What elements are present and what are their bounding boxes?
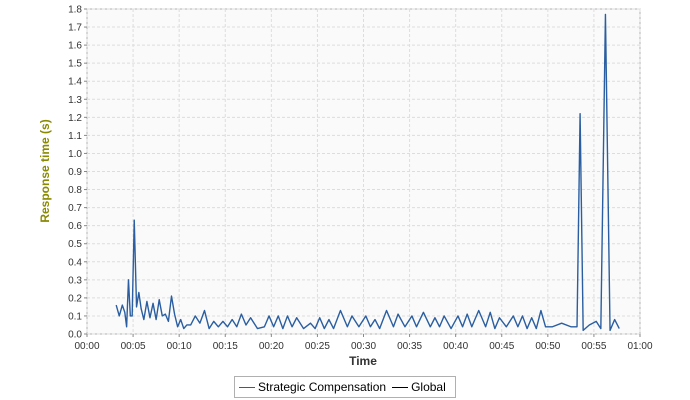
x-tick-label: 00:25 [305, 341, 330, 352]
y-tick-label: 1.1 [68, 131, 82, 142]
y-tick-label: 0.4 [68, 257, 82, 268]
x-tick-label: 00:30 [351, 341, 376, 352]
legend-label: Global [411, 380, 446, 394]
legend: Strategic Compensation Global [234, 376, 456, 398]
series-lines [115, 13, 620, 332]
legend-swatch [392, 386, 409, 388]
legend-item-strategic-compensation: Strategic Compensation [239, 380, 386, 394]
y-tick-label: 1.0 [68, 149, 82, 160]
x-axis-label: Time [349, 354, 377, 368]
x-tick-label: 01:00 [627, 341, 652, 352]
x-tick-label: 00:50 [535, 341, 560, 352]
y-axis-label: Response time (s) [38, 119, 52, 222]
x-tick-label: 00:00 [74, 341, 99, 352]
y-tick-label: 1.2 [68, 113, 82, 124]
x-tick-label: 00:55 [581, 341, 606, 352]
y-tick-label: 0.6 [68, 221, 82, 232]
y-axis-ticks: 0.0 0.1 0.2 0.3 0.4 0.5 0.6 0.7 0.8 0.9 1.0 1.1 1.2 1… [68, 5, 87, 341]
y-tick-label: 1.8 [68, 5, 82, 16]
y-tick-label: 1.4 [68, 77, 82, 88]
y-tick-label: 0.1 [68, 311, 82, 322]
x-tick-label: 00:40 [443, 341, 468, 352]
y-tick-label: 0.2 [68, 293, 82, 304]
x-tick-label: 00:45 [489, 341, 514, 352]
legend-item-global: Global [392, 380, 446, 394]
y-tick-label: 1.3 [68, 95, 82, 106]
x-axis-ticks: 00:00 00:05 00:10 00:15 00:20 00:25 00:30 00:35… [74, 334, 653, 352]
legend-label: Strategic Compensation [258, 380, 387, 394]
x-tick-label: 00:10 [167, 341, 192, 352]
y-tick-label: 0.7 [68, 203, 82, 214]
y-tick-label: 0.5 [68, 239, 82, 250]
y-tick-label: 0.8 [68, 185, 82, 196]
y-tick-label: 0.0 [68, 330, 82, 341]
x-tick-label: 00:20 [259, 341, 284, 352]
series-line-0 [115, 13, 620, 332]
y-tick-label: 1.5 [68, 59, 82, 70]
x-tick-label: 00:35 [397, 341, 422, 352]
y-tick-label: 1.7 [68, 23, 82, 34]
x-tick-label: 00:05 [121, 341, 146, 352]
x-tick-label: 00:15 [213, 341, 238, 352]
y-tick-label: 0.3 [68, 275, 82, 286]
y-tick-label: 0.9 [68, 167, 82, 178]
y-tick-label: 1.6 [68, 41, 82, 52]
legend-swatch [239, 386, 255, 388]
